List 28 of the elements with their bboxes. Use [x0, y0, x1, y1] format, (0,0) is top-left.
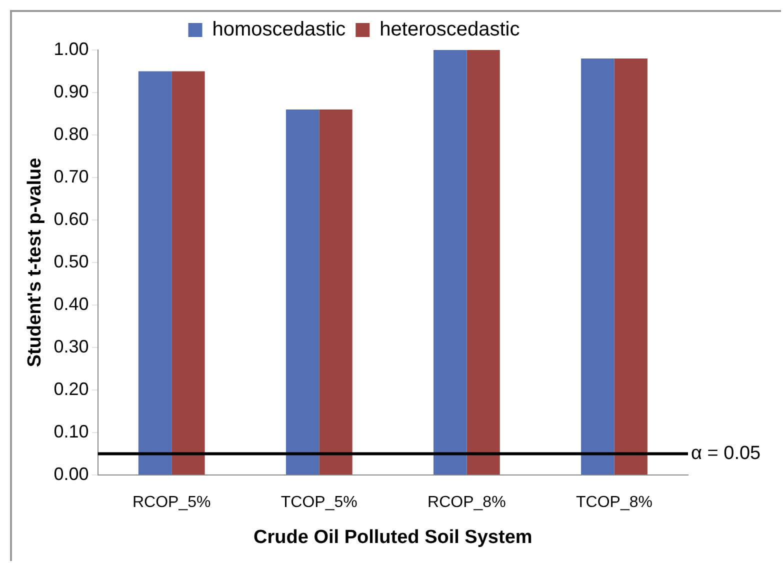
bar: [286, 110, 320, 474]
bar: [319, 110, 352, 474]
bar: [614, 58, 648, 474]
bar: [433, 50, 467, 474]
ref-line-label: α = 0.05: [691, 442, 761, 464]
x-axis-title: Crude Oil Polluted Soil System: [254, 526, 532, 548]
y-tick-label: 0.70: [54, 166, 89, 186]
y-tick-label: 0.60: [54, 208, 89, 229]
legend-label: homoscedastic: [212, 18, 346, 41]
y-tick-label: 0.10: [54, 421, 89, 442]
x-tick-label: RCOP_5%: [132, 494, 211, 512]
bar: [466, 50, 500, 474]
y-tick-label: 0.80: [54, 124, 89, 144]
bar: [581, 58, 614, 474]
y-tick-label: 0.90: [54, 81, 89, 102]
legend-label: heteroscedastic: [380, 18, 520, 41]
y-tick-label: 0.50: [54, 251, 89, 272]
y-tick-label: 0.00: [54, 464, 89, 484]
x-tick-label: RCOP_8%: [428, 494, 506, 512]
y-tick-label: 0.20: [54, 378, 89, 399]
y-axis-title: Student's t-test p-value: [24, 158, 46, 368]
y-tick-label: 1.00: [54, 38, 89, 59]
bar: [138, 71, 172, 474]
bar: [172, 71, 205, 474]
y-tick-label: 0.40: [54, 294, 89, 314]
y-tick-label: 0.30: [54, 336, 89, 356]
x-tick-label: TCOP_8%: [576, 494, 652, 512]
x-tick-label: TCOP_5%: [280, 494, 358, 512]
